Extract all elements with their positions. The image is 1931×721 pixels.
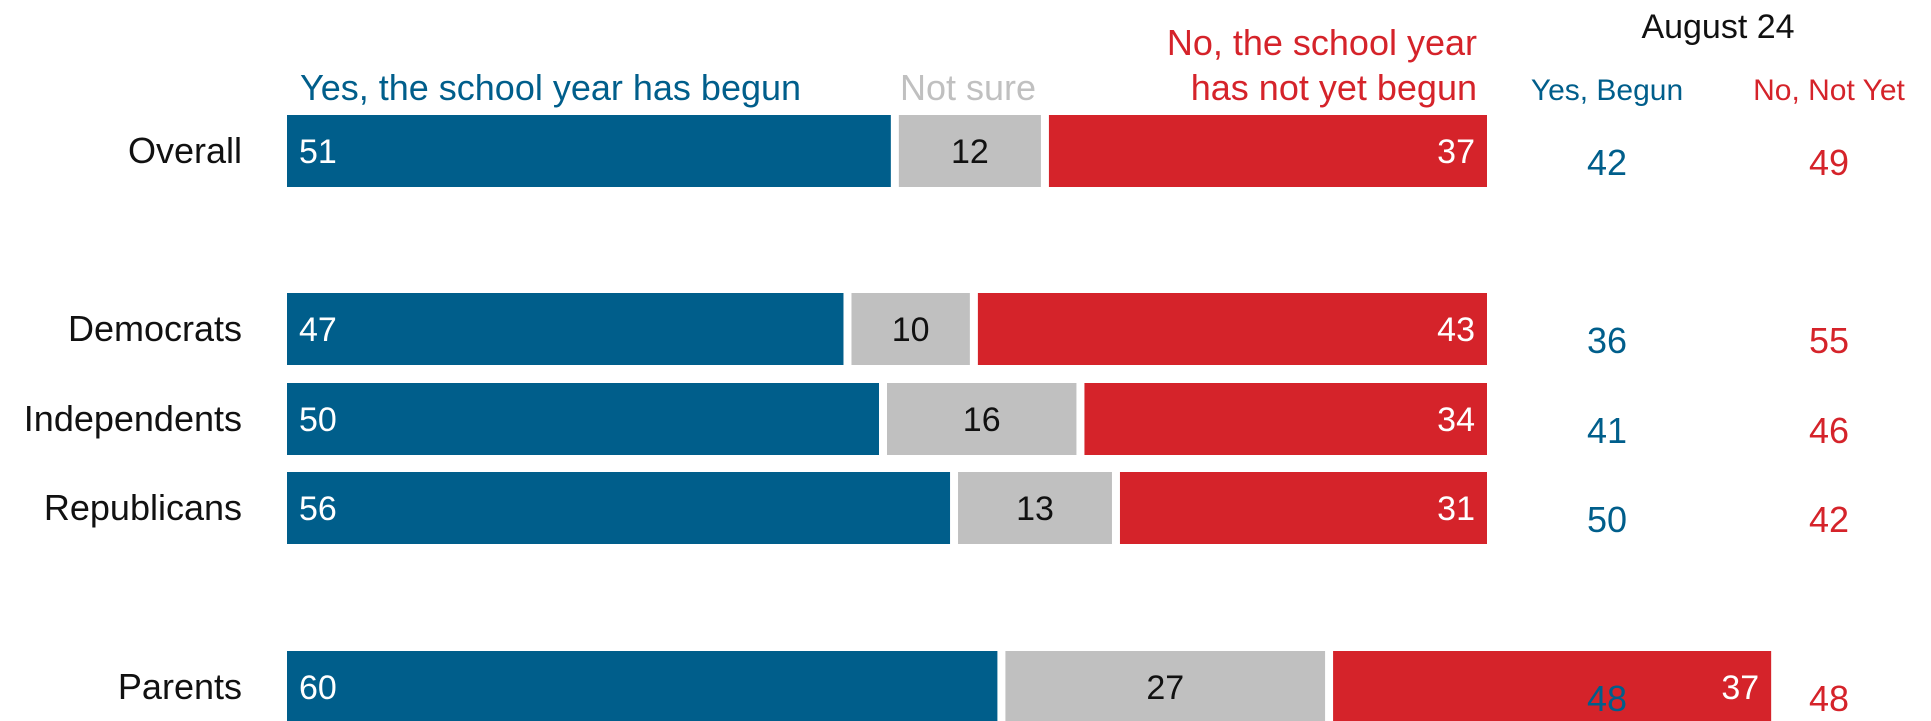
row-label-republicans: Republicans: [44, 487, 242, 528]
bar-not-sure-democrats: [851, 293, 970, 365]
bar-value-not-sure-democrats: 10: [892, 311, 930, 349]
bar-no-parents: [1333, 651, 1772, 721]
comparison-yes-independents: 41: [1587, 410, 1627, 451]
bar-no-democrats: [977, 293, 1487, 365]
bar-not-sure-overall: [898, 115, 1041, 187]
comparison-yes-parents: 48: [1587, 678, 1627, 719]
bar-yes-democrats: [287, 293, 844, 365]
row-label-independents: Independents: [24, 398, 242, 439]
bar-yes-overall: [287, 115, 891, 187]
bar-value-yes-parents: 60: [299, 669, 337, 707]
comparison-no-independents: 46: [1809, 410, 1849, 451]
comparison-no-parents: 48: [1809, 678, 1849, 719]
bar-value-not-sure-independents: 16: [963, 401, 1001, 439]
bar-yes-parents: [287, 651, 998, 721]
bar-value-yes-republicans: 56: [299, 490, 337, 528]
bar-value-not-sure-republicans: 13: [1016, 490, 1054, 528]
bar-value-no-overall: 37: [1437, 133, 1475, 171]
comparison-head-yes: Yes, Begun: [1531, 74, 1683, 107]
comparison-yes-overall: 42: [1587, 142, 1627, 183]
header-yes: Yes, the school year has begun: [300, 67, 801, 108]
bar-value-yes-overall: 51: [299, 133, 337, 171]
comparison-yes-democrats: 36: [1587, 320, 1627, 361]
bar-no-republicans: [1119, 472, 1487, 544]
bars-layer: Overall 51 12 37 42 49 Democrats 47 10 43 36 55 Inde…: [24, 115, 1849, 721]
bar-no-independents: [1084, 383, 1487, 455]
bar-value-no-republicans: 31: [1437, 490, 1475, 528]
bar-not-sure-republicans: [958, 472, 1112, 544]
comparison-head-no: No, Not Yet: [1753, 74, 1905, 107]
row-label-overall: Overall: [128, 130, 242, 171]
header-no-line2: has not yet begun: [1191, 67, 1477, 108]
bar-not-sure-parents: [1005, 651, 1326, 721]
bar-value-no-parents: 37: [1721, 669, 1759, 707]
row-label-parents: Parents: [118, 666, 242, 707]
row-label-democrats: Democrats: [68, 308, 242, 349]
bar-value-yes-democrats: 47: [299, 311, 337, 349]
bar-no-overall: [1048, 115, 1487, 187]
bar-yes-republicans: [287, 472, 951, 544]
bar-value-not-sure-overall: 12: [951, 133, 989, 171]
bar-yes-independents: [287, 383, 879, 455]
header-no-line1: No, the school year: [1167, 22, 1477, 63]
bar-not-sure-independents: [887, 383, 1077, 455]
comparison-title: August 24: [1641, 8, 1794, 46]
bar-value-no-independents: 34: [1437, 401, 1475, 439]
header-not-sure: Not sure: [900, 67, 1036, 108]
bar-value-not-sure-parents: 27: [1146, 669, 1184, 707]
bar-value-no-democrats: 43: [1437, 311, 1475, 349]
comparison-no-republicans: 42: [1809, 499, 1849, 540]
comparison-no-overall: 49: [1809, 142, 1849, 183]
comparison-yes-republicans: 50: [1587, 499, 1627, 540]
bar-value-yes-independents: 50: [299, 401, 337, 439]
comparison-no-democrats: 55: [1809, 320, 1849, 361]
